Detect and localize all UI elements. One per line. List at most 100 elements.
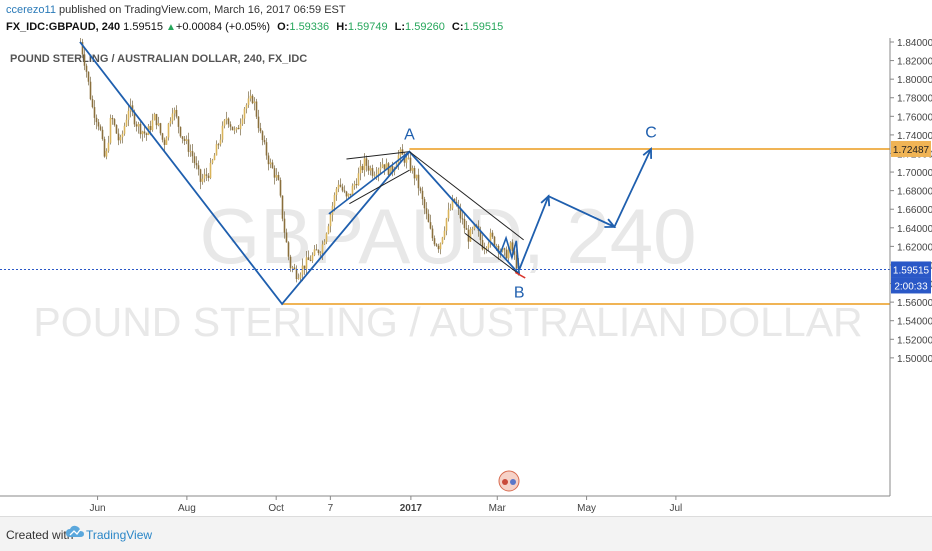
- channel-top-line: [409, 151, 524, 241]
- candle-body: [453, 198, 456, 202]
- candle-body: [235, 127, 238, 130]
- candle-body: [187, 139, 190, 152]
- candle-body: [451, 198, 454, 209]
- chart-background: [0, 38, 932, 513]
- watermark-name: POUND STERLING / AUSTRALIAN DOLLAR: [33, 299, 862, 345]
- candle-body: [249, 95, 252, 99]
- candle-body: [377, 169, 380, 175]
- tradingview-link[interactable]: TradingView: [86, 528, 153, 542]
- candle-body: [239, 123, 242, 130]
- candle-body: [339, 184, 342, 187]
- candle-body: [419, 188, 422, 191]
- candle-body: [281, 195, 284, 219]
- x-tick-label: Jun: [90, 503, 106, 513]
- candle-body: [409, 157, 412, 171]
- candle-body: [463, 219, 466, 229]
- candle-body: [325, 233, 328, 242]
- candle-body: [335, 188, 338, 196]
- x-tick-label: Aug: [178, 503, 196, 513]
- candle-body: [217, 144, 220, 146]
- candle-body: [505, 249, 508, 259]
- candle-body: [223, 120, 226, 126]
- candle-body: [439, 243, 442, 250]
- candle-body: [149, 126, 152, 131]
- candle-body: [83, 54, 86, 66]
- author-link[interactable]: ccerezo11: [6, 4, 56, 16]
- published-text: published on TradingView.com, March 16, …: [59, 4, 346, 16]
- candle-body: [415, 174, 418, 179]
- candle-body: [407, 157, 410, 159]
- candle-body: [309, 259, 312, 261]
- up-arrow-icon: ▲: [166, 22, 176, 33]
- candle-body: [485, 247, 488, 249]
- candle-body: [487, 243, 490, 248]
- candle-body: [211, 160, 214, 163]
- candle-body: [307, 257, 310, 260]
- candle-body: [321, 244, 324, 253]
- candle-body: [435, 244, 438, 246]
- candle-body: [233, 129, 236, 131]
- candle-body: [153, 114, 156, 121]
- candle-body: [193, 156, 196, 164]
- candle-body: [357, 173, 360, 186]
- candle-body: [197, 165, 200, 170]
- high-value: 1.59749: [347, 21, 388, 33]
- candle-body: [343, 190, 346, 192]
- event-icon[interactable]: [498, 470, 520, 492]
- candle-body: [443, 230, 446, 238]
- close-value: 1.59515: [463, 21, 504, 33]
- candle-body: [189, 151, 192, 153]
- candle-body: [323, 241, 326, 245]
- candle-body: [471, 228, 474, 230]
- candle-body: [155, 114, 158, 126]
- candle-body: [209, 162, 212, 178]
- candle-body: [359, 166, 362, 174]
- candle-body: [361, 166, 364, 171]
- candle-body: [423, 199, 426, 209]
- y-tick-label: 1.68000: [897, 187, 932, 198]
- candle-body: [107, 142, 110, 151]
- candle-body: [507, 249, 510, 259]
- candle-body: [319, 252, 322, 254]
- candle-body: [493, 236, 496, 247]
- candle-body: [497, 245, 500, 253]
- candle-body: [95, 117, 98, 123]
- change-value: +0.00084 (+0.05%): [175, 21, 271, 33]
- candle-body: [465, 228, 468, 230]
- watermark-symbol: GBPAUD, 240: [199, 192, 696, 280]
- candle-body: [341, 186, 344, 191]
- candle-body: [115, 124, 118, 134]
- candle-body: [287, 242, 290, 257]
- drawings: [79, 41, 653, 306]
- candle-body: [127, 110, 130, 120]
- time-axis[interactable]: Jun Aug Oct 7 2017 Mar May Jul: [90, 496, 683, 513]
- candle-body: [513, 251, 516, 255]
- b-marker: [514, 271, 526, 279]
- candle-body: [405, 157, 408, 163]
- open-label: O:: [277, 21, 290, 33]
- candle-body: [483, 248, 486, 250]
- resistance-badge: [891, 140, 931, 157]
- y-tick-label: 1.78000: [897, 94, 932, 105]
- candle-body: [263, 140, 266, 143]
- candle-body: [137, 123, 140, 127]
- candle-body: [227, 118, 230, 125]
- candle-body: [243, 108, 246, 119]
- candle-body: [425, 208, 428, 214]
- candle-body: [275, 175, 278, 178]
- price-chart[interactable]: GBPAUD, 240 POUND STERLING / AUSTRALIAN …: [0, 38, 932, 513]
- candle-body: [315, 249, 318, 251]
- countdown-badge: [891, 277, 931, 294]
- symbol-ohlc-line: FX_IDC:GBPAUD, 240 1.59515 ▲+0.00084 (+0…: [6, 21, 503, 33]
- candle-body: [375, 174, 378, 176]
- x-tick-label: 2017: [400, 503, 423, 513]
- candle-body: [203, 174, 206, 179]
- projection-arrowhead: [604, 218, 617, 228]
- last-price: 1.59515: [123, 21, 163, 33]
- candle-body: [119, 137, 122, 141]
- tradingview-cloud-icon: [66, 525, 84, 537]
- candle-body: [215, 144, 218, 156]
- projection-arrowhead: [642, 146, 653, 159]
- candle-body: [355, 184, 358, 186]
- candle-body: [365, 158, 368, 166]
